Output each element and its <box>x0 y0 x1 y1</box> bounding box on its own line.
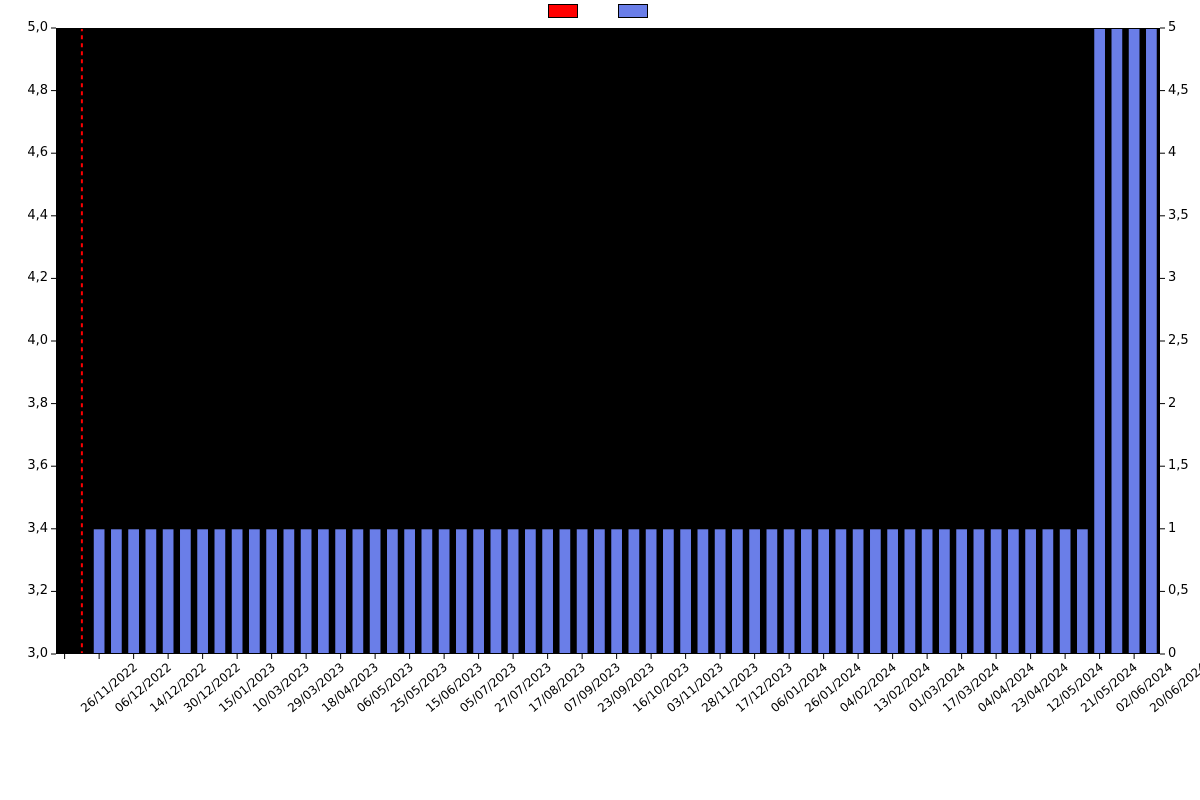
ytick-right: 2,5 <box>1168 333 1189 348</box>
legend-swatch-blue <box>618 4 648 18</box>
legend-item-line <box>548 3 582 18</box>
ytick-left: 4,0 <box>27 333 48 348</box>
ytick-left: 3,2 <box>27 583 48 598</box>
ytick-right: 4,5 <box>1168 83 1189 98</box>
ytick-right: 0 <box>1168 646 1176 661</box>
ytick-left: 4,2 <box>27 270 48 285</box>
ytick-left: 3,8 <box>27 396 48 411</box>
ytick-right: 4 <box>1168 145 1176 160</box>
ytick-left: 5,0 <box>27 20 48 35</box>
ytick-left: 3,4 <box>27 521 48 536</box>
ytick-left: 3,0 <box>27 646 48 661</box>
ytick-right: 5 <box>1168 20 1176 35</box>
ytick-right: 1,5 <box>1168 458 1189 473</box>
ytick-left: 4,4 <box>27 208 48 223</box>
ytick-right: 3,5 <box>1168 208 1189 223</box>
ytick-left: 3,6 <box>27 458 48 473</box>
ytick-right: 3 <box>1168 270 1176 285</box>
plot-area <box>56 28 1160 654</box>
legend-swatch-red <box>548 4 578 18</box>
legend-item-bar <box>618 3 652 18</box>
chart-legend <box>548 3 652 18</box>
ytick-right: 1 <box>1168 521 1176 536</box>
dual-axis-chart: 3,0 3,2 3,4 3,6 3,8 4,0 4,2 4,4 4,6 4,8 5,0 0 0,5 1 1… <box>0 0 1200 800</box>
ytick-left: 4,6 <box>27 145 48 160</box>
ytick-right: 0,5 <box>1168 583 1189 598</box>
ytick-right: 2 <box>1168 396 1176 411</box>
ytick-left: 4,8 <box>27 83 48 98</box>
